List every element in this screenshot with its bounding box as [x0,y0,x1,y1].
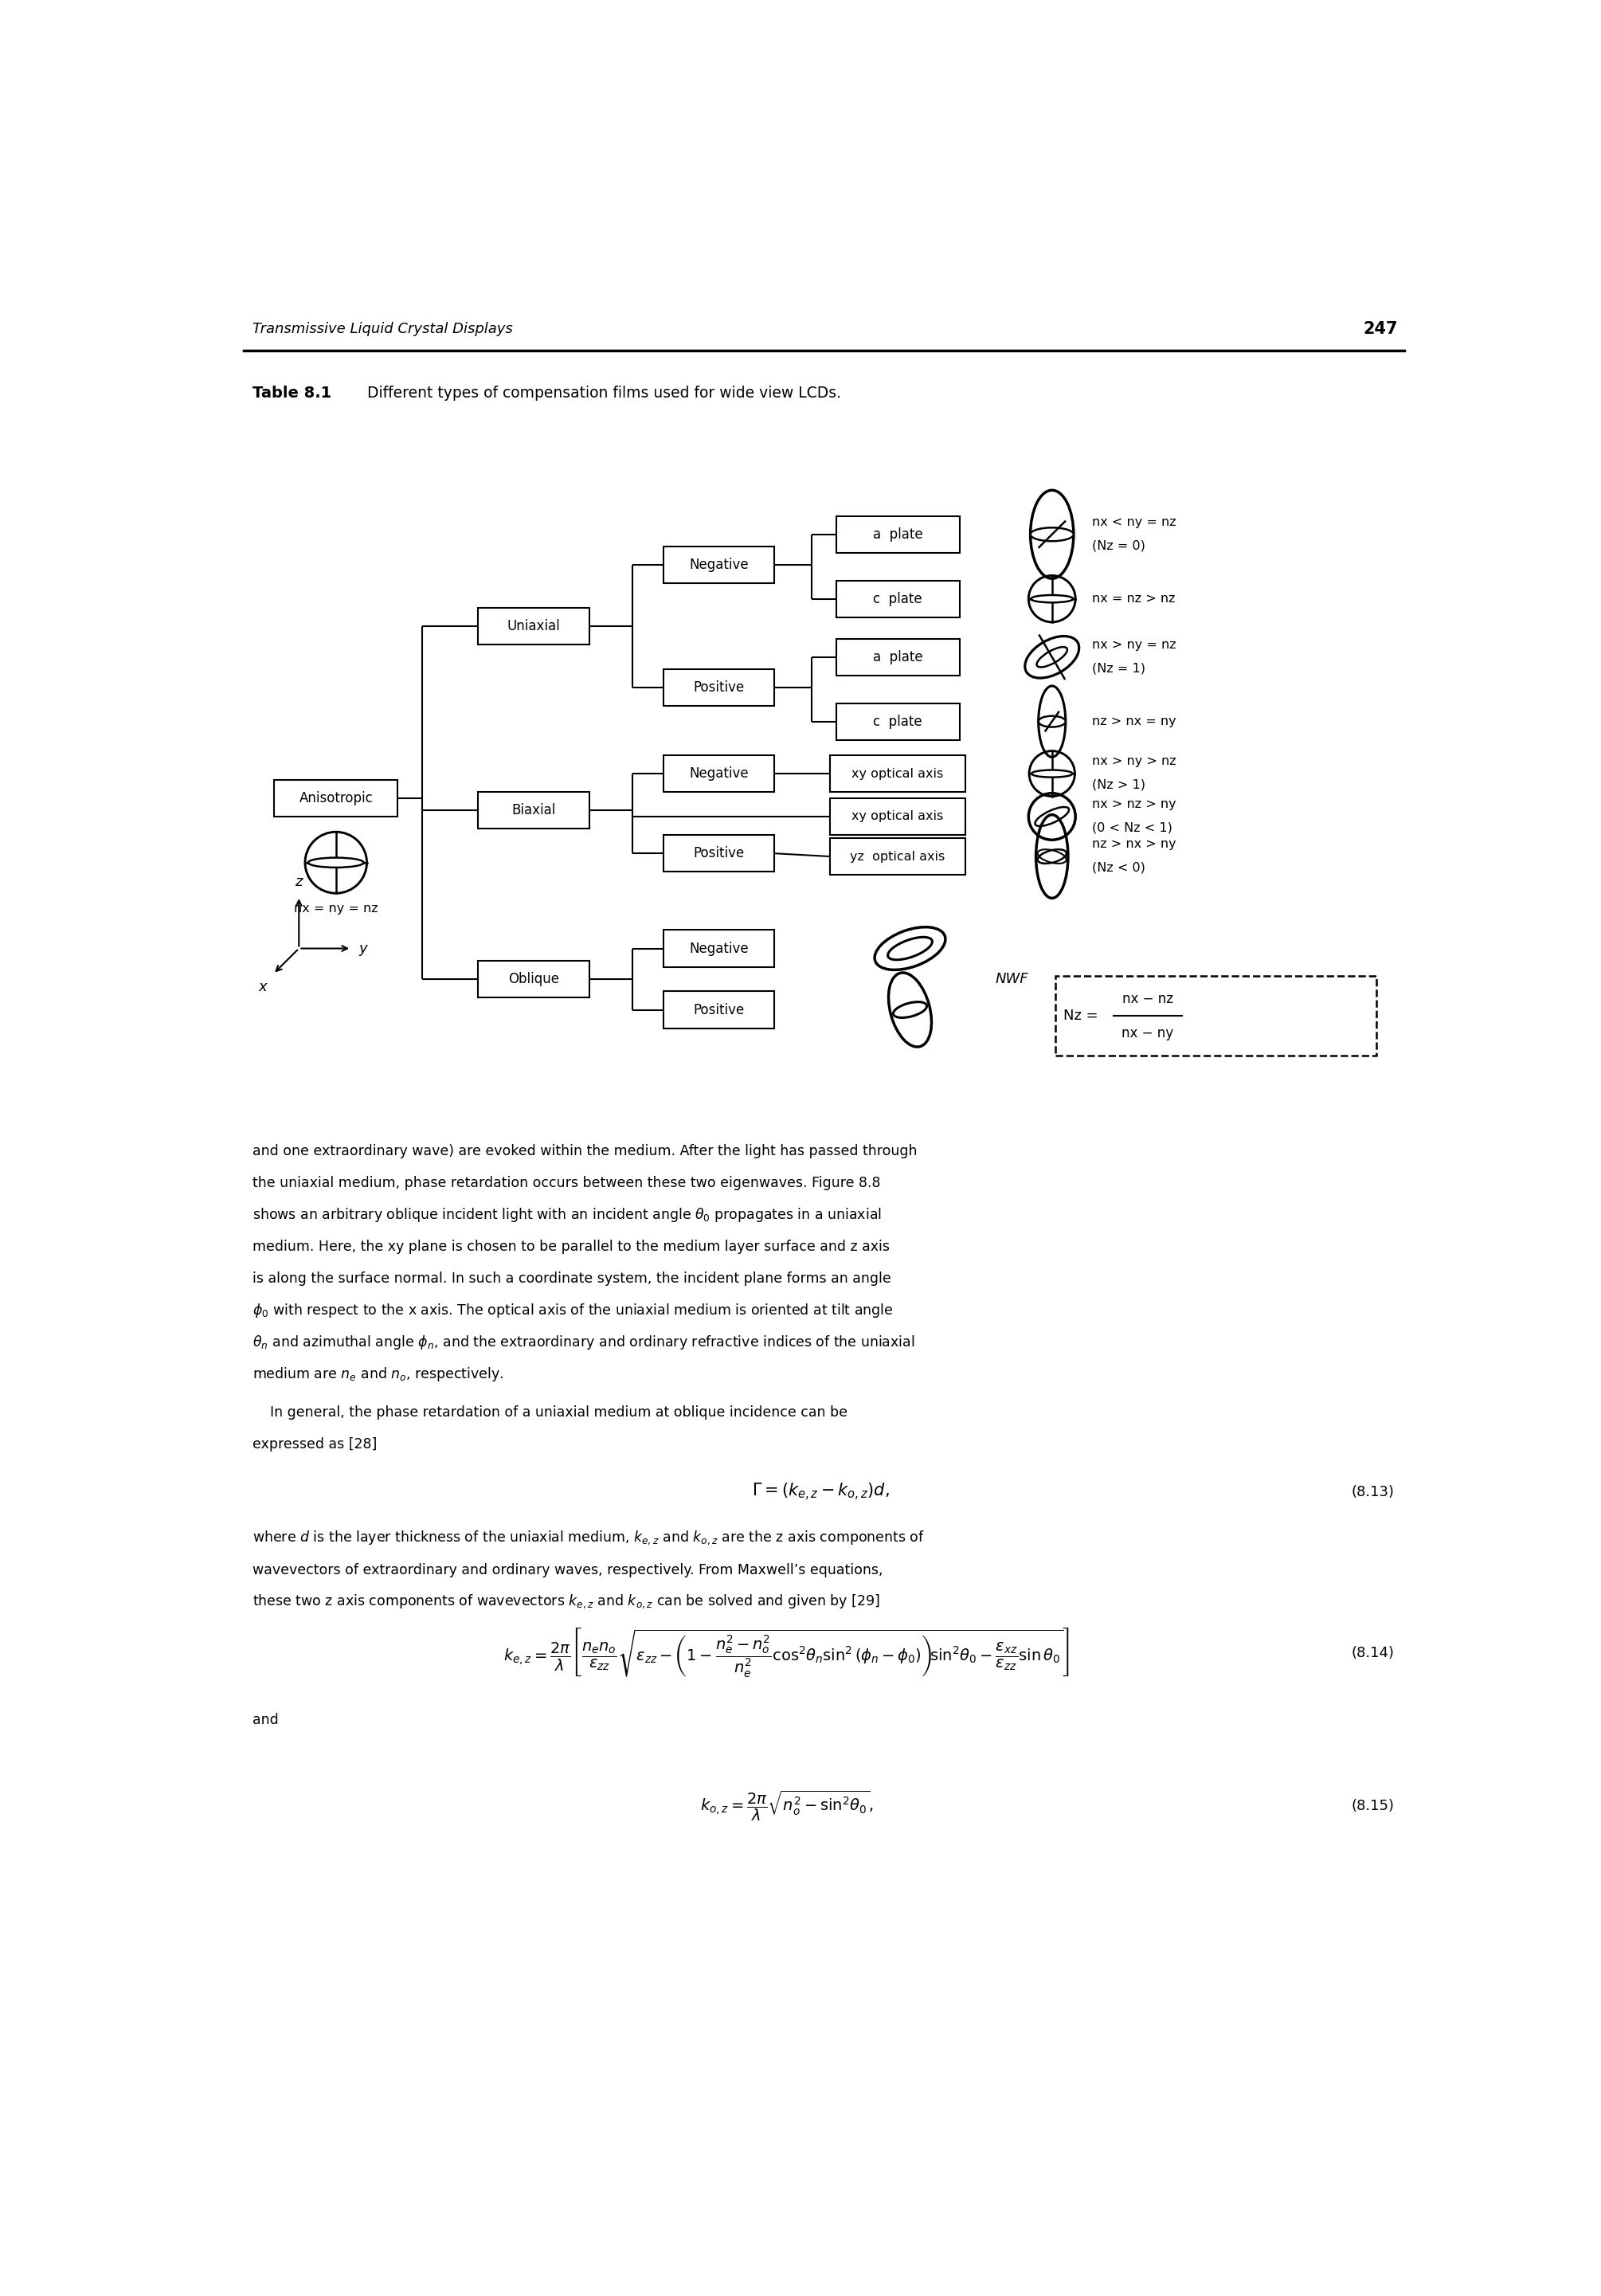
Ellipse shape [874,928,946,969]
Text: (Nz = 0): (Nz = 0) [1092,540,1145,551]
Ellipse shape [889,937,932,960]
Text: $\Gamma = (k_{e,z} - k_{o,z})d,$: $\Gamma = (k_{e,z} - k_{o,z})d,$ [752,1481,889,1502]
Text: Anisotropic: Anisotropic [299,792,373,806]
Text: 247: 247 [1362,321,1398,338]
Text: nx < ny = nz: nx < ny = nz [1092,517,1177,528]
Bar [829,838,965,875]
Text: y: y [359,941,367,955]
Text: and: and [253,1713,279,1727]
Text: these two z axis components of wavevectors $k_{e,z}$ and $k_{o,z}$ can be solved: these two z axis components of wavevecto… [253,1593,881,1609]
Bar [829,799,965,836]
Text: NWF: NWF [996,971,1028,987]
Text: (8.14): (8.14) [1351,1646,1394,1660]
Text: In general, the phase retardation of a uniaxial medium at oblique incidence can : In general, the phase retardation of a u… [253,1405,847,1419]
Text: xy optical axis: xy optical axis [852,810,943,822]
Ellipse shape [1031,528,1074,542]
Text: yz  optical axis: yz optical axis [850,850,945,863]
Text: (8.15): (8.15) [1351,1800,1394,1814]
Text: $\phi_0$ with respect to the x axis. The optical axis of the uniaxial medium is : $\phi_0$ with respect to the x axis. The… [253,1302,893,1320]
Text: nx > ny > nz: nx > ny > nz [1092,755,1177,767]
Text: c  plate: c plate [873,592,922,606]
Text: medium are $n_e$ and $n_o$, respectively.: medium are $n_e$ and $n_o$, respectively… [253,1366,504,1382]
Text: shows an arbitrary oblique incident light with an incident angle $\theta_0$ prop: shows an arbitrary oblique incident ligh… [253,1205,882,1224]
Text: (0 < Nz < 1): (0 < Nz < 1) [1092,822,1172,833]
Bar [274,781,397,817]
Text: and one extraordinary wave) are evoked within the medium. After the light has pa: and one extraordinary wave) are evoked w… [253,1143,917,1157]
Text: $k_{e,z} = \dfrac{2\pi}{\lambda}\left[\dfrac{n_e n_o}{\varepsilon_{zz}}\sqrt{\va: $k_{e,z} = \dfrac{2\pi}{\lambda}\left[\d… [504,1626,1069,1678]
Text: Table 8.1: Table 8.1 [253,386,331,402]
Text: Negative: Negative [688,558,748,572]
Text: wavevectors of extraordinary and ordinary waves, respectively. From Maxwell’s eq: wavevectors of extraordinary and ordinar… [253,1564,884,1577]
Text: nx = ny = nz: nx = ny = nz [295,902,378,914]
Ellipse shape [1036,815,1068,898]
Bar [479,960,589,996]
Circle shape [1028,576,1076,622]
Text: nz > nx > ny: nz > nx > ny [1092,838,1177,850]
Bar [663,670,775,707]
Text: Nz =: Nz = [1063,1008,1098,1024]
Text: nx = nz > nz: nx = nz > nz [1092,592,1175,604]
Text: c  plate: c plate [873,714,922,728]
Bar [663,836,775,872]
Ellipse shape [1031,769,1073,778]
Text: Positive: Positive [693,1003,744,1017]
Text: Different types of compensation films used for wide view LCDs.: Different types of compensation films us… [357,386,841,402]
Text: (Nz > 1): (Nz > 1) [1092,778,1145,790]
Circle shape [306,831,367,893]
Text: nz > nx = ny: nz > nx = ny [1092,716,1177,728]
Ellipse shape [1025,636,1079,677]
Bar [836,581,959,618]
Text: (8.13): (8.13) [1351,1486,1394,1499]
Text: the uniaxial medium, phase retardation occurs between these two eigenwaves. Figu: the uniaxial medium, phase retardation o… [253,1176,881,1189]
Text: where $d$ is the layer thickness of the uniaxial medium, $k_{e,z}$ and $k_{o,z}$: where $d$ is the layer thickness of the … [253,1529,925,1548]
Text: Negative: Negative [688,941,748,955]
Text: Biaxial: Biaxial [511,804,556,817]
Text: (Nz = 1): (Nz = 1) [1092,661,1145,675]
Text: nx > ny = nz: nx > ny = nz [1092,638,1177,650]
Ellipse shape [889,974,932,1047]
Ellipse shape [1037,850,1066,863]
Ellipse shape [1039,687,1066,758]
Text: z: z [295,875,303,889]
Bar [836,638,959,675]
Text: a  plate: a plate [873,528,922,542]
Text: a  plate: a plate [873,650,922,664]
Text: Positive: Positive [693,680,744,696]
Text: nx > nz > ny: nx > nz > ny [1092,799,1177,810]
Text: nx − nz: nx − nz [1122,992,1174,1006]
Text: Negative: Negative [688,767,748,781]
Text: Transmissive Liquid Crystal Displays: Transmissive Liquid Crystal Displays [253,321,512,335]
Text: nx − ny: nx − ny [1122,1026,1174,1040]
Text: (Nz < 0): (Nz < 0) [1092,861,1145,872]
Ellipse shape [1031,491,1074,579]
Ellipse shape [893,1001,927,1017]
Bar [836,703,959,739]
Circle shape [1028,792,1076,840]
Bar [663,992,775,1029]
Circle shape [1029,751,1074,797]
Text: Uniaxial: Uniaxial [508,620,560,634]
Text: Positive: Positive [693,847,744,861]
Bar [836,517,959,553]
Text: is along the surface normal. In such a coordinate system, the incident plane for: is along the surface normal. In such a c… [253,1272,892,1286]
Text: xy optical axis: xy optical axis [852,767,943,781]
Ellipse shape [307,859,363,868]
Ellipse shape [1037,647,1068,668]
Bar [479,792,589,829]
Bar [479,608,589,645]
Ellipse shape [1031,595,1073,602]
Ellipse shape [1039,716,1066,728]
Bar [1055,976,1377,1056]
Text: $k_{o,z} = \dfrac{2\pi}{\lambda}\sqrt{n_o^2 - \sin^2\!\theta_0},$: $k_{o,z} = \dfrac{2\pi}{\lambda}\sqrt{n_… [700,1789,873,1823]
Bar [663,755,775,792]
Bar [663,546,775,583]
Bar [829,755,965,792]
Text: Oblique: Oblique [508,971,559,987]
Text: $\theta_n$ and azimuthal angle $\phi_n$, and the extraordinary and ordinary refr: $\theta_n$ and azimuthal angle $\phi_n$,… [253,1334,916,1350]
Text: medium. Here, the xy plane is chosen to be parallel to the medium layer surface : medium. Here, the xy plane is chosen to … [253,1240,890,1254]
Text: expressed as [28]: expressed as [28] [253,1437,378,1451]
Text: x: x [258,980,267,994]
Bar [663,930,775,967]
